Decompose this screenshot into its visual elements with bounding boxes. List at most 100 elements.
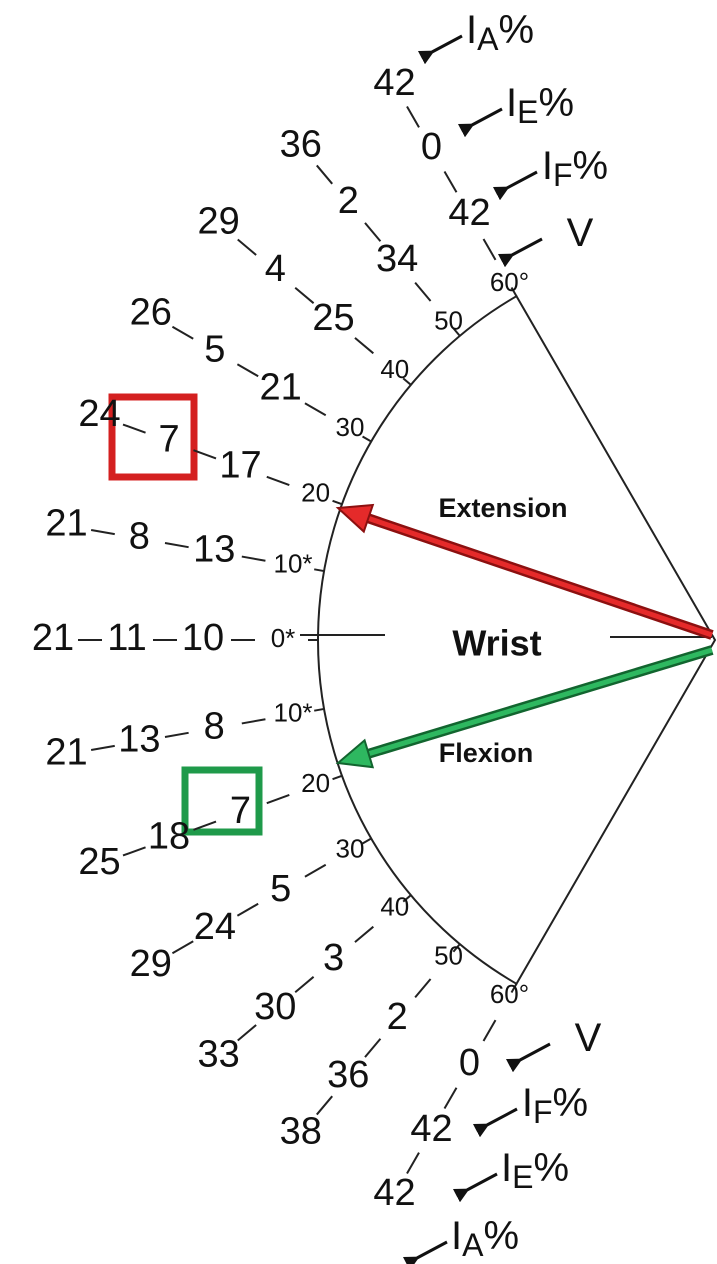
value-label: 5	[204, 328, 225, 370]
value-label: 0	[421, 126, 442, 168]
connector	[364, 1038, 382, 1058]
value-label: 30	[254, 986, 296, 1028]
arc-tick	[332, 499, 343, 506]
legend-arrow	[417, 34, 463, 65]
value-label: 7	[158, 418, 179, 460]
legend-part: A	[477, 21, 499, 57]
legend-label: IA%	[466, 8, 534, 58]
angle-label: 60°	[490, 267, 529, 297]
value-label: 3	[323, 937, 344, 979]
connector	[164, 731, 189, 738]
flexion-label: Flexion	[439, 738, 534, 768]
connector	[364, 222, 382, 242]
arc-tick	[362, 837, 372, 845]
value-label: 42	[373, 62, 415, 104]
legend-part: V	[575, 1016, 602, 1060]
value-label: 42	[448, 192, 490, 234]
value-label: 42	[373, 1172, 415, 1214]
connector	[236, 363, 259, 378]
legend-part: %	[483, 1214, 519, 1258]
legend-part: %	[538, 81, 574, 125]
connector	[241, 718, 266, 725]
value-label: 34	[376, 238, 418, 280]
connector	[406, 106, 420, 128]
value-label: 36	[280, 123, 322, 165]
legend-part: E	[512, 1159, 533, 1195]
angle-label: 10*	[273, 697, 312, 727]
green-arrow	[367, 647, 713, 757]
legend-label: V	[567, 211, 594, 255]
legend-part: I	[506, 81, 517, 125]
connector	[237, 238, 257, 256]
connector	[266, 793, 290, 805]
connector	[414, 978, 432, 999]
value-label: 2	[338, 180, 359, 222]
legend-label: IE%	[506, 81, 574, 131]
value-label: 21	[260, 366, 302, 408]
connector	[122, 423, 146, 434]
legend-part: %	[573, 144, 609, 188]
value-label: 13	[118, 719, 160, 761]
angle-label: 10*	[273, 548, 312, 578]
value-label: 25	[78, 841, 120, 883]
arc-tick	[510, 983, 518, 993]
value-label: 24	[194, 906, 236, 948]
value-label: 38	[280, 1111, 322, 1153]
value-label: 17	[219, 444, 261, 486]
legend-part: I	[466, 8, 477, 52]
connector	[193, 820, 217, 831]
connector	[236, 902, 259, 917]
connector	[90, 529, 115, 536]
angle-label: 20	[301, 768, 330, 798]
value-label: 29	[197, 201, 239, 243]
legend-part: V	[567, 211, 594, 255]
value-label: 25	[312, 297, 354, 339]
legend-label: IA%	[451, 1214, 519, 1264]
angle-label: 30	[336, 412, 365, 442]
legend-part: F	[553, 157, 573, 193]
arc-tick	[452, 943, 461, 953]
connector	[304, 402, 327, 417]
angle-label: 60°	[490, 979, 529, 1009]
angle-label: 40	[380, 892, 409, 922]
legend-part: %	[533, 1146, 569, 1190]
connector	[171, 325, 194, 340]
legend-label: IF%	[522, 1081, 588, 1131]
green-arrow-head	[335, 738, 375, 769]
value-label: 21	[45, 503, 87, 545]
legend-part: F	[533, 1094, 553, 1130]
angle-label: 0*	[271, 623, 296, 653]
legend-arrow	[457, 107, 503, 138]
connector	[354, 925, 374, 943]
wrist-sector	[317, 294, 717, 986]
angle-label: 20	[301, 478, 330, 508]
value-label: 0	[459, 1042, 480, 1084]
value-label: 10	[182, 617, 224, 659]
value-label: 21	[45, 731, 87, 773]
connector	[171, 940, 194, 955]
highlight-box-green	[181, 766, 263, 836]
value-label: 13	[193, 529, 235, 571]
value-label: 33	[197, 1034, 239, 1076]
connector	[414, 281, 432, 302]
value-label: 8	[129, 516, 150, 558]
value-label: 5	[270, 868, 291, 910]
connector	[316, 164, 333, 185]
value-label: 11	[107, 617, 146, 659]
arc-tick	[314, 707, 325, 712]
connector	[443, 1087, 458, 1110]
connector	[316, 1095, 333, 1116]
legend-label: IE%	[501, 1146, 569, 1196]
arc-tick	[452, 327, 461, 337]
connector	[304, 863, 327, 878]
connector	[482, 1019, 497, 1042]
legend-label: IF%	[542, 144, 608, 194]
connector	[443, 170, 458, 193]
value-label: 7	[230, 790, 251, 832]
angle-label: 50	[434, 305, 463, 335]
legend-part: I	[542, 144, 553, 188]
connector	[294, 976, 315, 994]
red-arrow	[367, 515, 713, 638]
legend-part: E	[517, 94, 538, 130]
legend-arrow	[505, 1042, 551, 1073]
